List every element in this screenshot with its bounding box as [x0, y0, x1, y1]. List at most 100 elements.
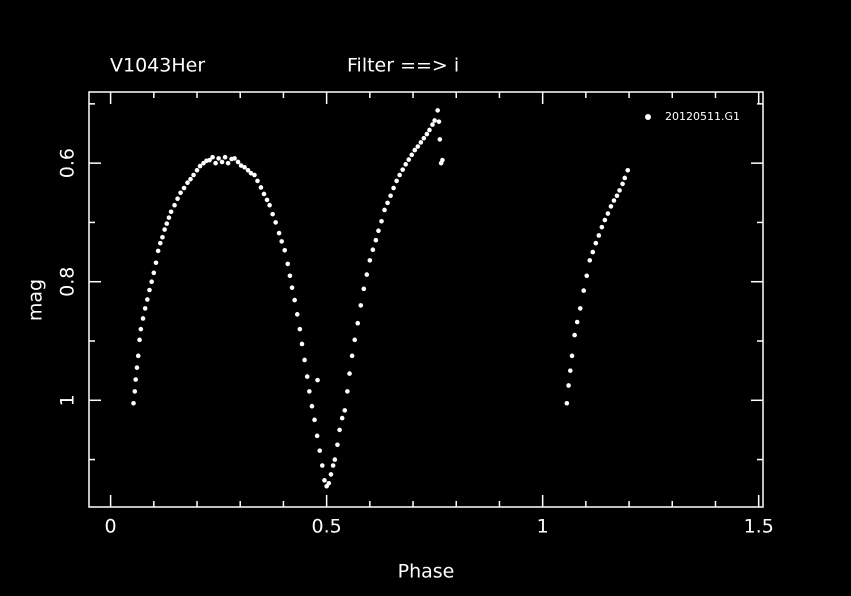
data-point [436, 119, 442, 124]
data-point [155, 248, 161, 254]
data-point [312, 417, 317, 423]
data-point [235, 159, 241, 165]
data-point [297, 326, 303, 332]
data-point [132, 389, 138, 394]
data-point [267, 202, 272, 208]
data-point [584, 273, 590, 279]
data-point [400, 167, 405, 172]
data-point [285, 261, 291, 267]
data-point [222, 154, 228, 160]
x-tick-label: 1.5 [744, 516, 774, 538]
data-point [412, 147, 418, 153]
data-point [168, 209, 174, 215]
data-point [352, 337, 358, 343]
data-point [309, 403, 315, 409]
data-point [611, 198, 617, 203]
data-point [406, 157, 412, 162]
data-point [328, 472, 334, 477]
data-point [225, 160, 231, 166]
data-point [181, 185, 187, 191]
data-point [273, 220, 278, 225]
data-point [376, 228, 381, 234]
data-point [394, 178, 399, 184]
data-point [581, 288, 586, 293]
data-point [590, 249, 596, 255]
data-point [326, 480, 332, 486]
data-point [178, 190, 183, 196]
data-point [564, 400, 570, 406]
data-point [299, 341, 305, 347]
data-point [185, 180, 190, 186]
data-point [440, 157, 445, 163]
chart-title: V1043Her [110, 55, 205, 77]
data-point [279, 239, 284, 244]
legend-label: 20120511.G1 [665, 110, 740, 123]
data-point [361, 286, 367, 292]
data-point [355, 320, 361, 326]
data-point [307, 389, 312, 394]
data-point [358, 303, 364, 308]
data-point [133, 377, 138, 382]
data-point [242, 164, 247, 170]
legend-marker [645, 114, 651, 120]
data-point [424, 131, 430, 137]
data-point [210, 154, 215, 160]
data-point [252, 172, 257, 178]
data-point [232, 156, 237, 161]
data-point [191, 172, 196, 178]
data-point [138, 326, 144, 332]
data-point [617, 188, 622, 193]
data-point [568, 368, 573, 373]
data-point [409, 152, 415, 158]
data-point [213, 160, 218, 166]
data-point [207, 157, 212, 163]
data-point [151, 270, 157, 276]
data-point [255, 178, 260, 184]
data-point [574, 319, 580, 325]
data-point [349, 353, 355, 359]
data-point [314, 433, 320, 439]
data-point [339, 415, 345, 421]
data-point [342, 408, 348, 413]
data-point [427, 127, 432, 133]
data-point [347, 371, 352, 376]
data-point [337, 427, 342, 433]
data-point [289, 285, 295, 290]
data-point [599, 224, 605, 230]
data-point [622, 175, 628, 181]
data-point [166, 215, 172, 220]
data-point [292, 297, 297, 303]
y-tick-label: 0.6 [57, 148, 79, 178]
data-point [258, 185, 264, 190]
data-point [432, 118, 437, 123]
data-point [172, 202, 177, 208]
chart-subtitle: Filter ==> i [347, 55, 459, 77]
data-point [569, 353, 575, 359]
data-point [282, 247, 288, 253]
data-point [364, 272, 370, 277]
data-point [385, 200, 390, 206]
data-point [605, 211, 611, 216]
data-point [421, 135, 427, 141]
data-point [577, 306, 583, 311]
plot-frame [88, 91, 764, 508]
data-point [162, 227, 167, 232]
data-point [320, 463, 325, 468]
data-point [587, 258, 593, 263]
x-tick-label: 0.5 [312, 516, 342, 538]
data-point [270, 211, 275, 217]
data-point [391, 185, 396, 191]
data-point [134, 365, 140, 370]
data-point [294, 312, 300, 317]
data-point [430, 122, 435, 127]
data-point [216, 156, 221, 161]
data-point [248, 170, 254, 176]
data-point [602, 217, 608, 223]
data-point [276, 230, 282, 236]
data-point [194, 167, 200, 173]
x-tick-label: 1 [537, 516, 549, 538]
data-point [415, 144, 421, 149]
data-point [137, 337, 142, 343]
y-tick-label: 1 [57, 394, 79, 406]
data-point [435, 108, 440, 113]
